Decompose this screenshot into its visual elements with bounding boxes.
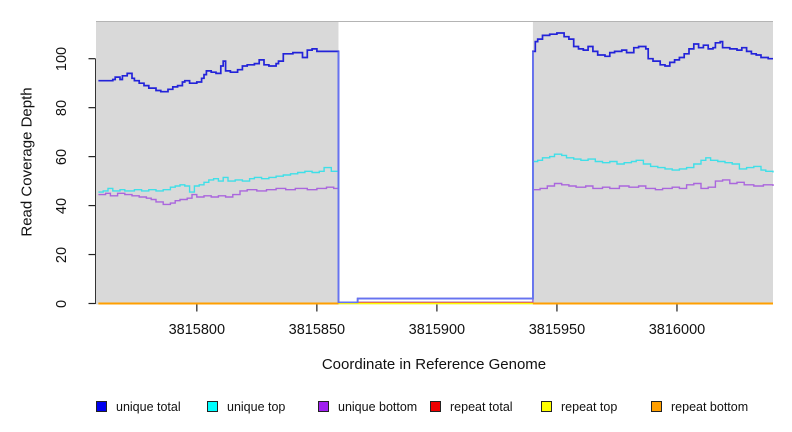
y-tick-label: 60 <box>54 148 70 165</box>
legend-label: unique total <box>116 399 181 414</box>
legend-item-unique-bottom: unique bottom <box>318 399 418 414</box>
x-tick-label: 3815850 <box>288 322 346 338</box>
legend-item-repeat-bottom: repeat bottom <box>651 399 749 414</box>
legend-item-unique-total: unique total <box>96 399 181 414</box>
y-tick-label: 80 <box>54 99 70 116</box>
legend-item-repeat-total: repeat total <box>430 399 513 414</box>
legend-swatch-unique-bottom <box>318 401 329 412</box>
y-tick-label: 0 <box>54 299 70 308</box>
gap-low-coverage-overlay <box>337 51 534 304</box>
legend-label: repeat total <box>450 399 513 414</box>
x-tick-label: 3815950 <box>528 322 586 338</box>
series-line-unique-total <box>98 32 773 304</box>
legend-label: repeat bottom <box>671 399 749 414</box>
legend-item-repeat-top: repeat top <box>541 399 618 414</box>
x-axis-title: Coordinate in Reference Genome <box>321 356 547 373</box>
legend-swatch-repeat-top <box>541 401 552 412</box>
gap-region <box>338 21 533 304</box>
legend-label: unique bottom <box>338 399 418 414</box>
legend-swatch-repeat-total <box>430 401 441 412</box>
legend-swatch-unique-total <box>96 401 107 412</box>
y-tick-label: 40 <box>54 197 70 214</box>
legend-swatch-repeat-bottom <box>651 401 662 412</box>
x-tick-label: 3815800 <box>168 322 226 338</box>
legend-label: unique top <box>227 399 286 414</box>
series-line-unique-bottom <box>98 179 774 303</box>
legend-item-unique-top: unique top <box>207 399 286 414</box>
legend-swatch-unique-top <box>207 401 218 412</box>
legend-label: repeat top <box>561 399 618 414</box>
x-tick-label: 3815900 <box>408 322 466 338</box>
y-tick-label: 100 <box>54 46 70 71</box>
y-tick-label: 20 <box>54 246 70 263</box>
x-tick-label: 3816000 <box>648 322 706 338</box>
series-line-unique-top <box>98 153 774 303</box>
y-axis-title: Read Coverage Depth <box>18 87 36 237</box>
